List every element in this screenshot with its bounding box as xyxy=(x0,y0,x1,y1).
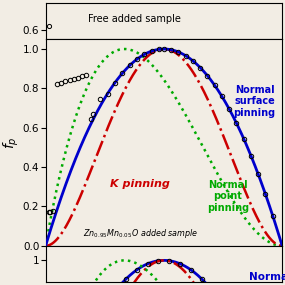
Text: K pinning: K pinning xyxy=(110,179,170,189)
Text: Zn$_{0.95}$Mn$_{0.05}$O added sample: Zn$_{0.95}$Mn$_{0.05}$O added sample xyxy=(84,227,199,240)
Text: Normal
surface
pinning: Normal surface pinning xyxy=(233,85,275,118)
Text: Normal
point
pinning: Normal point pinning xyxy=(207,180,249,213)
Text: Free added sample: Free added sample xyxy=(88,14,181,24)
Y-axis label: $f_p$: $f_p$ xyxy=(2,136,21,149)
Text: Normal: Normal xyxy=(249,272,285,282)
